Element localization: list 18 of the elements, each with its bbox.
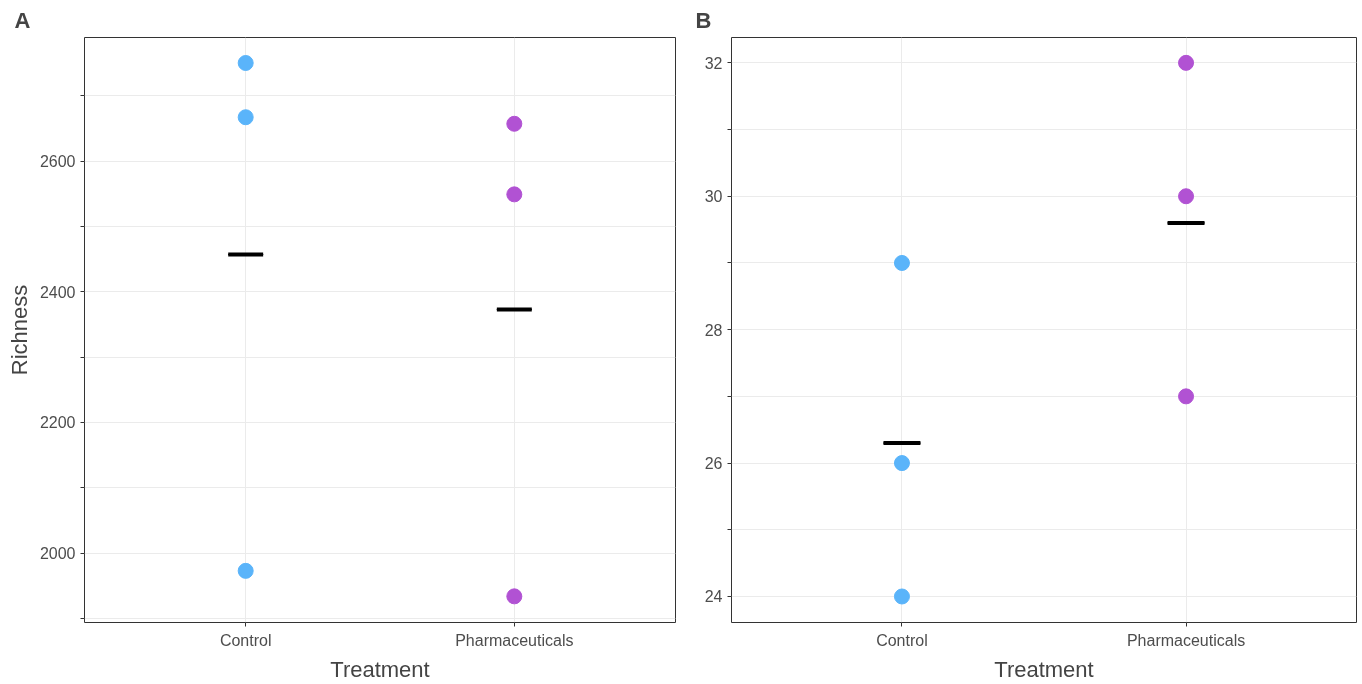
y-tick-label: 2400 (39, 283, 76, 301)
x-axis-title: Treatment (330, 656, 430, 682)
y-tick-label: 30 (704, 188, 723, 206)
y-tick-label: 24 (704, 588, 723, 606)
x-axis-title: Treatment (994, 656, 1094, 682)
chart-title: B (695, 7, 712, 33)
y-axis-title: Richness (6, 284, 32, 376)
x-tick-label: Pharmaceuticals (455, 631, 574, 649)
chart-title: A (14, 7, 31, 33)
y-tick-label: 28 (704, 321, 723, 339)
x-tick-label: Control (876, 631, 928, 649)
x-tick-label: Control (219, 631, 272, 649)
y-tick-label: 2000 (39, 545, 76, 563)
y-tick-label: 2600 (39, 153, 76, 171)
y-tick-label: 26 (704, 455, 723, 473)
y-tick-label: 32 (704, 54, 723, 72)
y-tick-label: 2200 (39, 414, 76, 432)
x-tick-label: Pharmaceuticals (1126, 631, 1246, 649)
